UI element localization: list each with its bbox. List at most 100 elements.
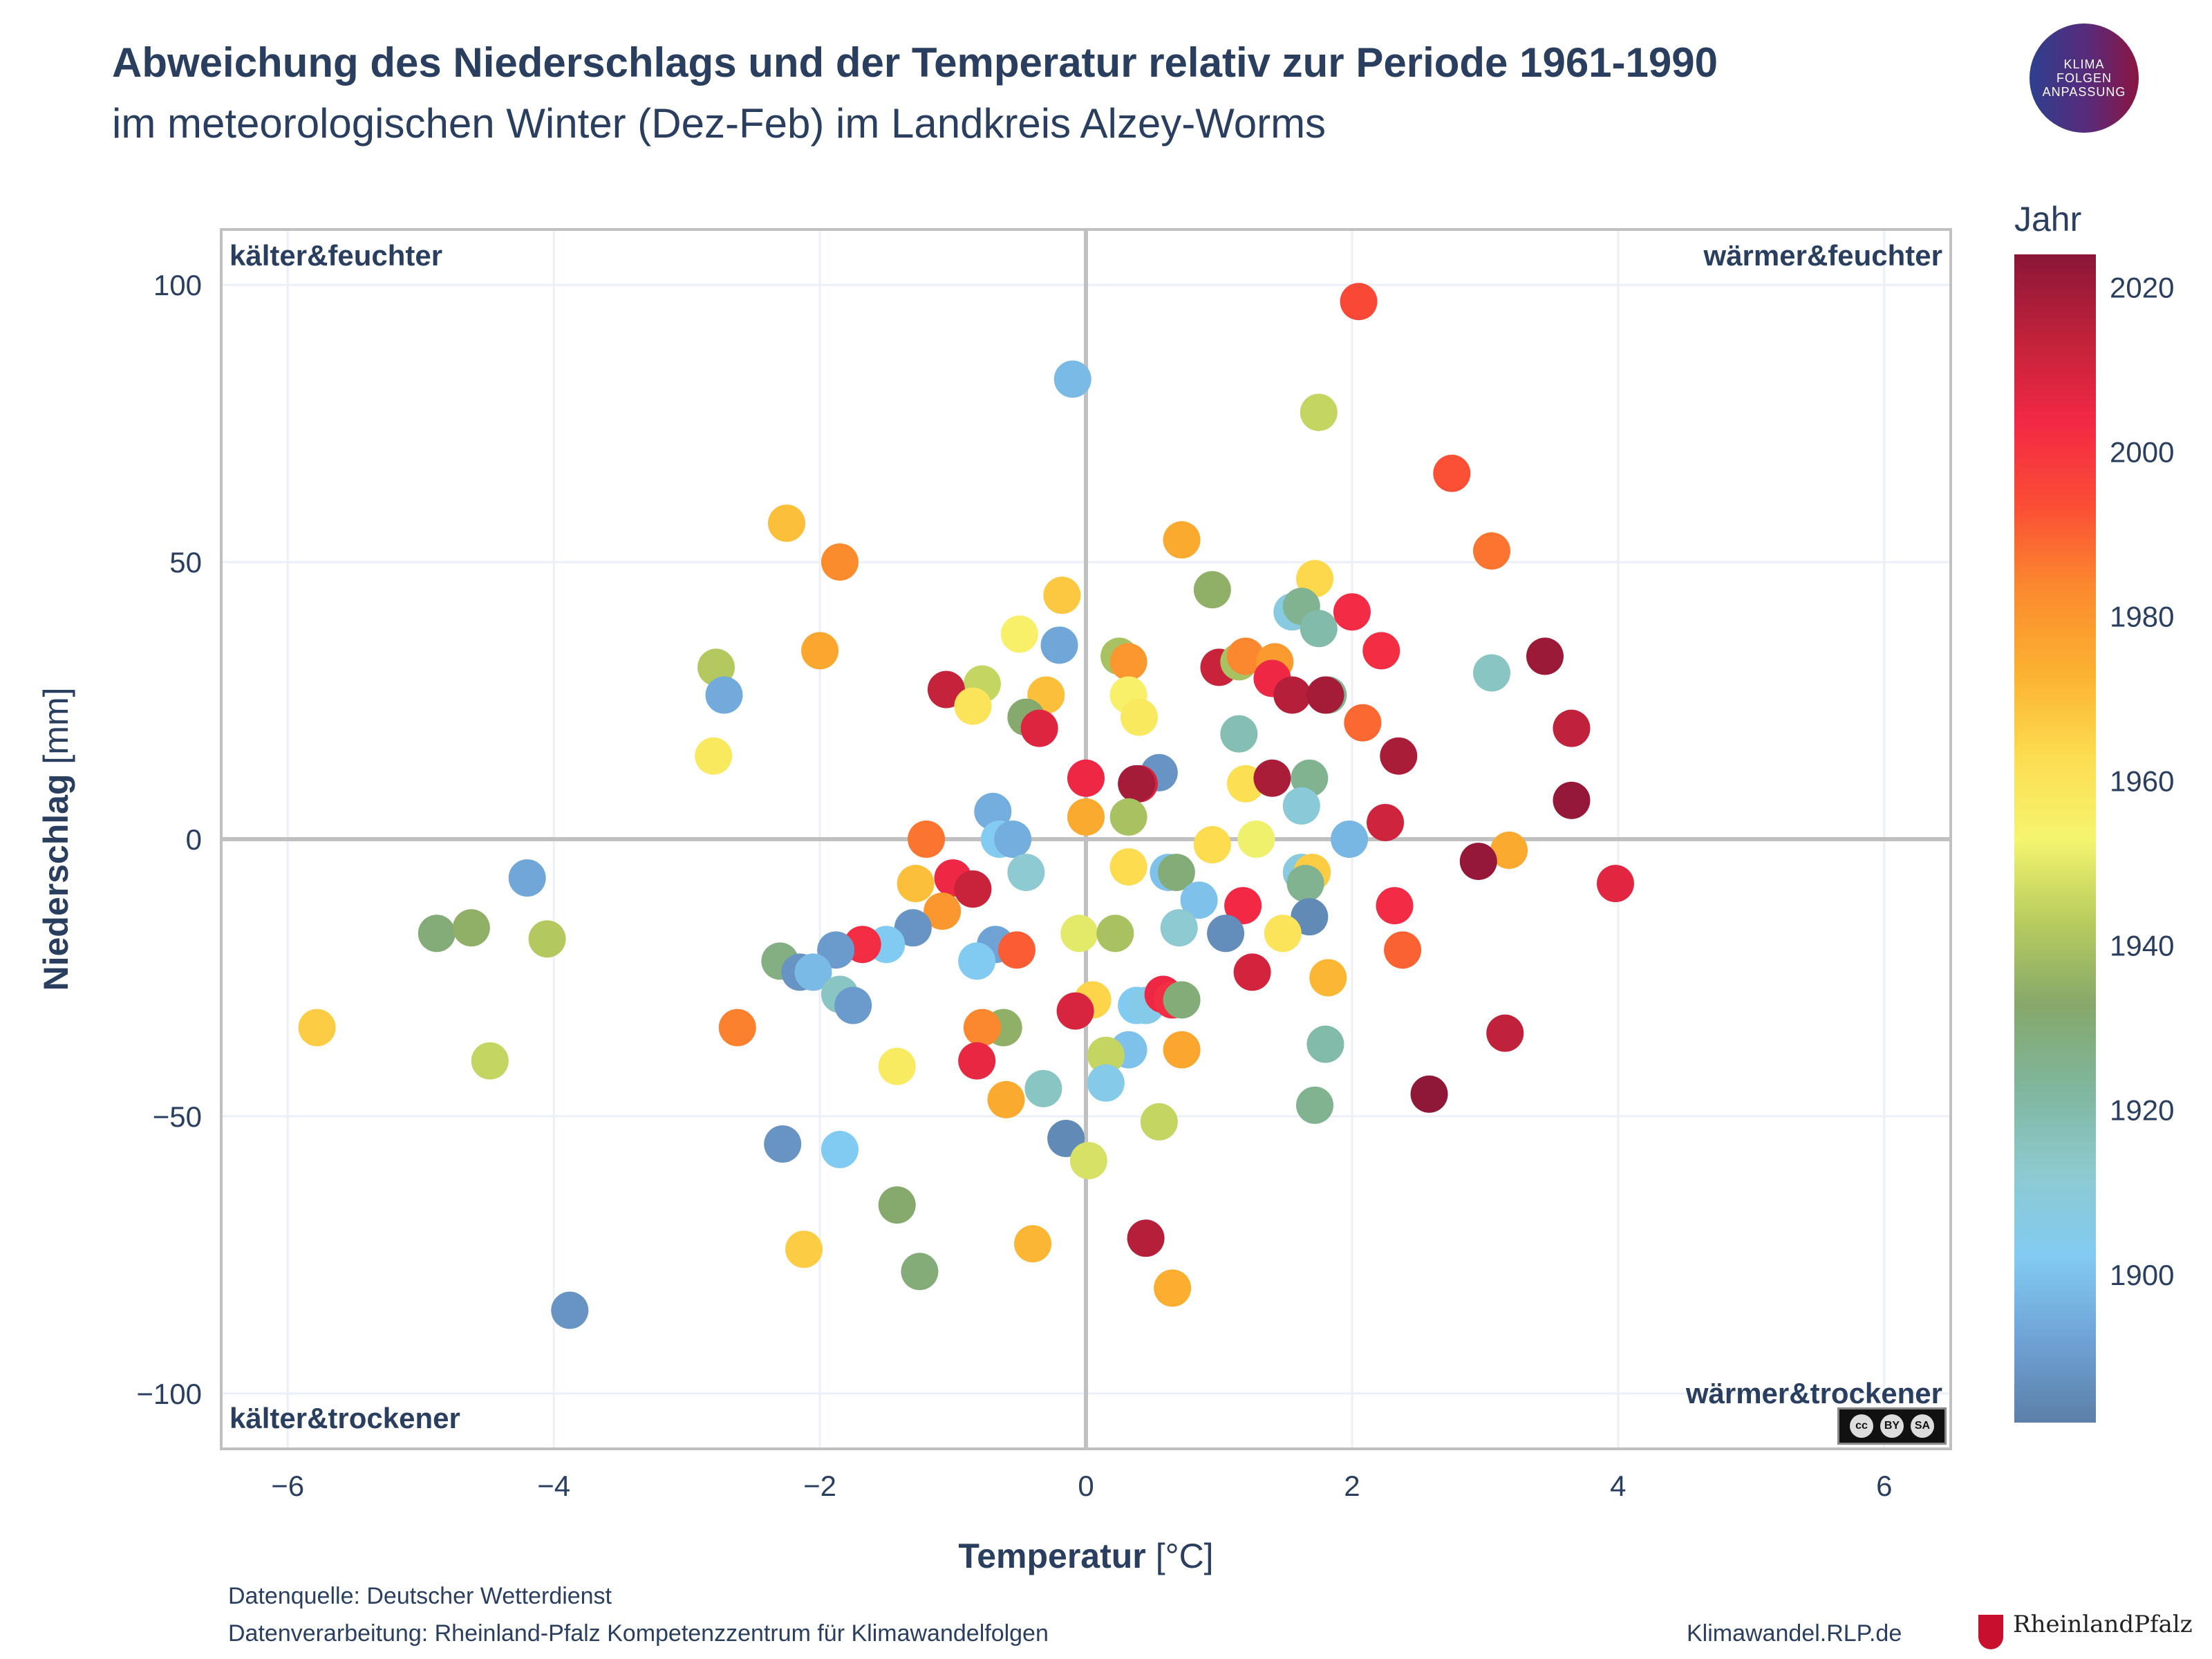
- data-point[interactable]: [1163, 521, 1201, 559]
- data-point[interactable]: [1207, 915, 1245, 953]
- data-point[interactable]: [1486, 1014, 1524, 1052]
- data-point[interactable]: [1490, 832, 1528, 870]
- data-point[interactable]: [1473, 532, 1511, 570]
- data-point[interactable]: [1056, 992, 1094, 1030]
- data-point[interactable]: [901, 1253, 939, 1291]
- data-point[interactable]: [987, 1080, 1025, 1118]
- data-point[interactable]: [1163, 1031, 1201, 1069]
- data-point[interactable]: [1043, 577, 1081, 615]
- data-point[interactable]: [1362, 632, 1400, 670]
- data-point[interactable]: [878, 1186, 916, 1224]
- data-point[interactable]: [1233, 953, 1271, 991]
- data-point[interactable]: [954, 687, 992, 725]
- data-point[interactable]: [897, 865, 935, 903]
- data-point[interactable]: [1376, 887, 1414, 925]
- data-point[interactable]: [705, 676, 743, 714]
- cc-license-badge[interactable]: cc BY SA: [1837, 1407, 1947, 1445]
- data-point[interactable]: [997, 931, 1035, 969]
- data-point[interactable]: [508, 859, 546, 897]
- data-point[interactable]: [1340, 283, 1378, 321]
- data-point[interactable]: [1180, 881, 1218, 919]
- data-point[interactable]: [1333, 593, 1371, 631]
- data-point[interactable]: [1226, 637, 1264, 675]
- data-point[interactable]: [1087, 1064, 1125, 1102]
- data-point[interactable]: [894, 909, 932, 947]
- data-point[interactable]: [528, 920, 566, 958]
- data-point[interactable]: [1384, 931, 1422, 969]
- data-point[interactable]: [1237, 821, 1275, 858]
- data-point[interactable]: [821, 543, 859, 581]
- data-point[interactable]: [1154, 1269, 1192, 1307]
- data-point[interactable]: [1309, 959, 1347, 997]
- data-point[interactable]: [1109, 798, 1147, 836]
- data-point[interactable]: [927, 671, 965, 709]
- data-point[interactable]: [1140, 1103, 1178, 1141]
- data-point[interactable]: [994, 821, 1032, 858]
- data-point[interactable]: [1069, 1142, 1107, 1180]
- data-point[interactable]: [1224, 887, 1262, 925]
- data-point[interactable]: [1253, 759, 1291, 797]
- data-point[interactable]: [1264, 915, 1302, 953]
- data-point[interactable]: [1296, 1086, 1334, 1124]
- data-point[interactable]: [1410, 1075, 1448, 1113]
- data-point[interactable]: [1553, 709, 1591, 747]
- data-point[interactable]: [1007, 854, 1045, 892]
- data-point[interactable]: [1282, 787, 1320, 825]
- data-point[interactable]: [801, 632, 839, 670]
- data-point[interactable]: [958, 942, 996, 980]
- data-point[interactable]: [908, 821, 946, 858]
- data-point[interactable]: [767, 504, 805, 542]
- data-point[interactable]: [1067, 759, 1105, 797]
- data-point[interactable]: [1473, 654, 1511, 692]
- data-point[interactable]: [1553, 781, 1591, 819]
- data-point[interactable]: [1306, 1025, 1344, 1063]
- data-point[interactable]: [764, 1125, 802, 1163]
- data-point[interactable]: [924, 892, 962, 930]
- data-point[interactable]: [1193, 826, 1231, 864]
- data-point[interactable]: [1273, 676, 1311, 714]
- data-point[interactable]: [1157, 854, 1195, 892]
- data-point[interactable]: [1067, 798, 1105, 836]
- data-point[interactable]: [1000, 615, 1038, 653]
- data-point[interactable]: [418, 915, 456, 953]
- data-point[interactable]: [821, 1131, 859, 1169]
- data-point[interactable]: [1433, 454, 1471, 492]
- data-point[interactable]: [452, 909, 490, 947]
- data-point[interactable]: [695, 737, 733, 775]
- data-point[interactable]: [1120, 698, 1158, 736]
- data-point[interactable]: [794, 953, 832, 991]
- data-point[interactable]: [1300, 610, 1338, 648]
- data-point[interactable]: [1109, 643, 1147, 681]
- data-point[interactable]: [1596, 865, 1634, 903]
- footer-website-link[interactable]: Klimawandel.RLP.de: [1687, 1620, 1902, 1647]
- data-point[interactable]: [1296, 560, 1334, 598]
- data-point[interactable]: [298, 1009, 336, 1047]
- data-point[interactable]: [963, 1009, 1001, 1047]
- data-point[interactable]: [1096, 915, 1134, 953]
- data-point[interactable]: [1087, 1036, 1125, 1074]
- data-point[interactable]: [878, 1047, 916, 1085]
- data-point[interactable]: [834, 986, 872, 1024]
- data-point[interactable]: [954, 870, 992, 908]
- data-point[interactable]: [551, 1291, 589, 1329]
- data-point[interactable]: [1380, 737, 1418, 775]
- data-point[interactable]: [1024, 1069, 1062, 1107]
- data-point[interactable]: [718, 1009, 756, 1047]
- data-point[interactable]: [1060, 915, 1098, 953]
- data-point[interactable]: [1127, 1219, 1165, 1257]
- data-point[interactable]: [1163, 981, 1201, 1019]
- data-point[interactable]: [471, 1042, 509, 1080]
- data-point[interactable]: [1300, 393, 1338, 431]
- data-point[interactable]: [1118, 765, 1156, 803]
- data-point[interactable]: [1160, 909, 1198, 947]
- data-point[interactable]: [1109, 848, 1147, 886]
- data-point[interactable]: [785, 1230, 823, 1268]
- data-point[interactable]: [1053, 360, 1091, 398]
- data-point[interactable]: [1020, 709, 1058, 747]
- data-point[interactable]: [1459, 843, 1497, 881]
- data-point[interactable]: [1286, 865, 1324, 903]
- data-point[interactable]: [1014, 1225, 1052, 1263]
- data-point[interactable]: [1331, 821, 1369, 858]
- data-point[interactable]: [1367, 803, 1405, 841]
- data-point[interactable]: [1526, 637, 1564, 675]
